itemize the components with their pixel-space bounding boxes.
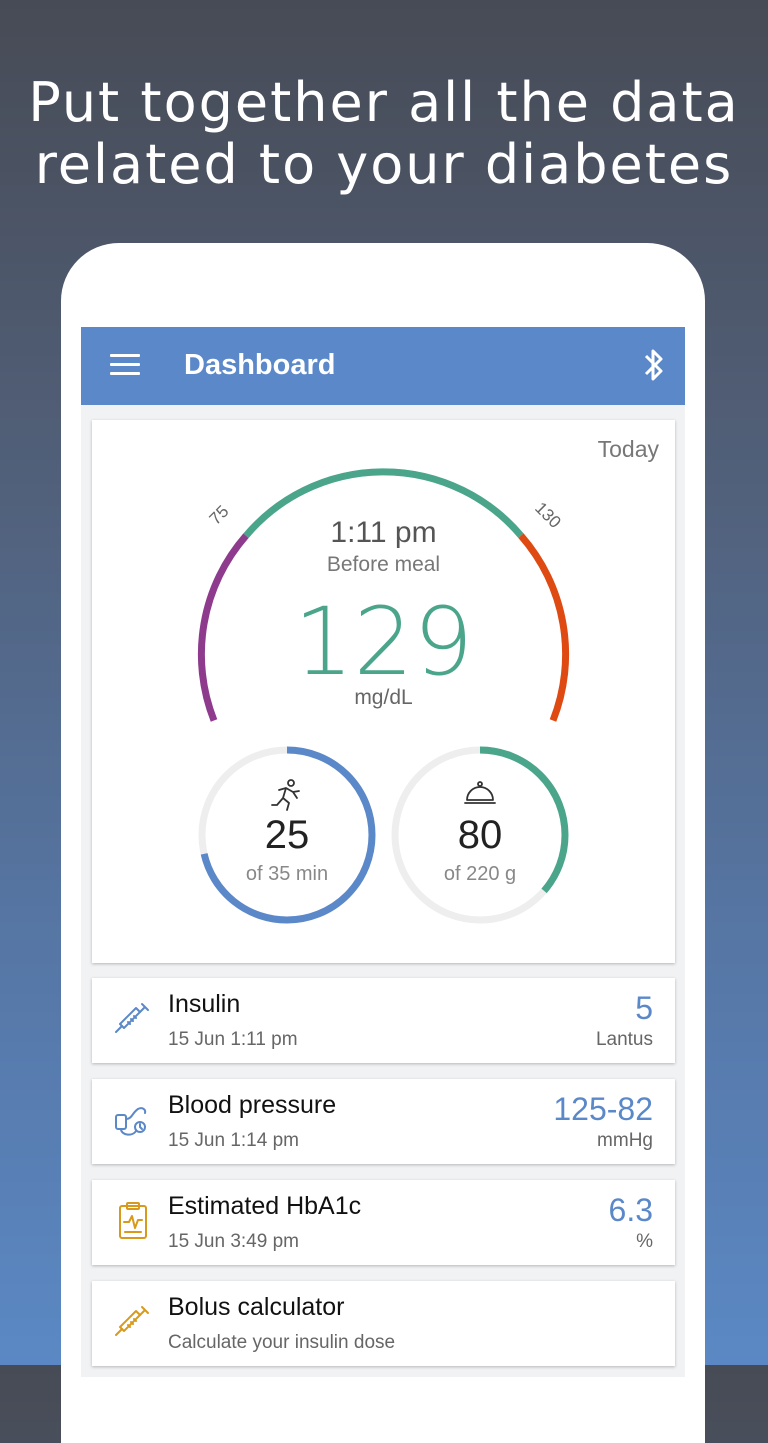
food-cloche-icon — [464, 781, 496, 804]
entry-unit: mmHg — [597, 1130, 653, 1151]
gauge-low-arc — [197, 533, 249, 722]
running-person-icon — [271, 779, 300, 811]
activity-progress-ring[interactable]: 25 of 35 min — [197, 745, 377, 925]
entry-date: 15 Jun 1:14 pm — [168, 1130, 299, 1151]
entry-date: 15 Jun 3:49 pm — [168, 1231, 299, 1252]
bluetooth-icon[interactable] — [641, 347, 667, 383]
syringe-icon — [115, 1003, 149, 1033]
app-bar-title: Dashboard — [184, 349, 336, 381]
reading-context: Before meal — [326, 553, 441, 576]
entry-unit: % — [636, 1231, 653, 1252]
carbs-progress-ring[interactable]: 80 of 220 g — [390, 745, 570, 925]
carbs-progress-arc — [391, 746, 569, 924]
entry-title: Blood pressure — [168, 1091, 337, 1119]
bolus-calculator-entry[interactable]: Bolus calculator Calculate your insulin … — [92, 1281, 675, 1366]
entry-title: Bolus calculator — [168, 1293, 345, 1321]
entry-title: Insulin — [168, 990, 241, 1018]
glucose-unit: mg/dL — [354, 686, 413, 709]
carbs-value: 80 — [457, 813, 503, 857]
clipboard-chart-icon — [119, 1202, 147, 1239]
entry-unit: Lantus — [595, 1029, 653, 1050]
entry-value: 5 — [635, 990, 653, 1026]
gauge-in-range-arc — [243, 468, 524, 538]
promo-headline: Put together all the data related to you… — [28, 71, 740, 196]
entry-date: 15 Jun 1:11 pm — [168, 1029, 298, 1050]
entry-value: 6.3 — [608, 1192, 653, 1228]
entry-title: Estimated HbA1c — [168, 1192, 362, 1220]
hba1c-entry[interactable]: Estimated HbA1c 15 Jun 3:49 pm 6.3 % — [92, 1180, 675, 1265]
glucose-gauge-card[interactable]: Today 75 130 1:11 pm Before meal 129 mg/… — [92, 420, 675, 963]
carbs-goal: of 220 g — [443, 863, 517, 885]
entry-value: 125-82 — [553, 1091, 653, 1127]
period-label: Today — [597, 436, 659, 462]
blood-pressure-cuff-icon — [115, 1107, 147, 1136]
gauge-high-arc — [518, 533, 570, 722]
hamburger-menu-icon[interactable] — [110, 354, 140, 376]
blood-pressure-entry[interactable]: Blood pressure 15 Jun 1:14 pm 125-82 mmH… — [92, 1079, 675, 1164]
activity-progress-arc — [198, 746, 376, 924]
reading-time: 1:11 pm — [330, 516, 437, 549]
syringe-calculator-icon — [115, 1306, 149, 1336]
app-bar: Dashboard — [81, 327, 685, 405]
glucose-gauge: 75 130 — [197, 468, 570, 722]
app-screen: Dashboard Today 75 130 1:11 pm Before me… — [81, 327, 685, 1377]
entry-subtitle: Calculate your insulin dose — [168, 1332, 396, 1353]
activity-goal: of 35 min — [245, 863, 329, 885]
activity-value: 25 — [264, 813, 310, 857]
insulin-entry[interactable]: Insulin 15 Jun 1:11 pm 5 Lantus — [92, 978, 675, 1063]
glucose-value: 129 — [293, 588, 474, 697]
